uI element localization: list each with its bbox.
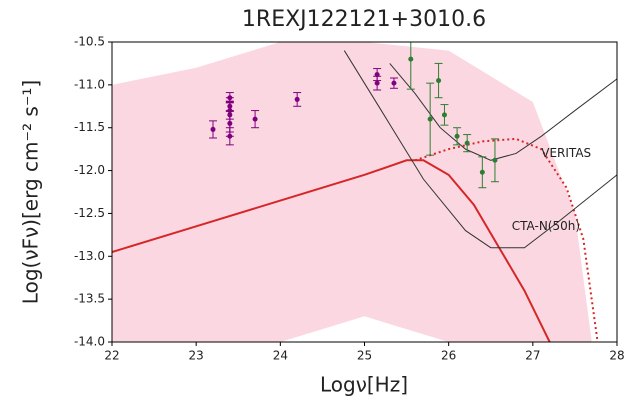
model-band (112, 42, 592, 342)
x-tick-label: 27 (525, 349, 540, 363)
data-point (464, 140, 470, 146)
x-tick-label: 22 (104, 349, 119, 363)
data-point (227, 120, 233, 126)
data-point (427, 116, 433, 122)
model-line (343, 50, 617, 249)
x-axis-label: Logν[Hz] (320, 373, 408, 397)
x-tick-label: 28 (609, 349, 624, 363)
data-point (479, 169, 485, 175)
y-tick-label: -12.5 (74, 206, 105, 220)
data-point (492, 157, 498, 163)
y-tick-label: -12.0 (74, 163, 105, 177)
plot-area: VERITAS CTA-N(50h) (112, 42, 617, 342)
y-tick-label: -11.0 (74, 77, 105, 91)
model-line (414, 137, 599, 342)
model-line (389, 63, 617, 161)
y-tick-label: -13.5 (74, 292, 105, 306)
x-tick-label: 24 (273, 349, 288, 363)
y-tick-label: -11.5 (74, 120, 105, 134)
y-tick-label: -13.0 (74, 249, 105, 263)
data-point (210, 126, 216, 132)
x-tick-label: 23 (189, 349, 204, 363)
chart-title: 1REXJ122121+3010.6 (242, 7, 486, 32)
data-point (408, 56, 414, 62)
data-point (391, 80, 397, 86)
x-tick-label: 26 (441, 349, 456, 363)
data-point (294, 96, 300, 102)
model-line (112, 159, 551, 342)
data-point (374, 80, 380, 86)
x-tick-label: 25 (357, 349, 372, 363)
data-point (454, 133, 460, 139)
curve-label: CTA-N(50h) (512, 219, 580, 233)
y-tick-label: -10.5 (74, 35, 105, 49)
curve-label: VERITAS (541, 146, 591, 160)
data-point (441, 112, 447, 118)
y-tick-label: -14.0 (74, 335, 105, 349)
data-point (227, 133, 233, 139)
data-point (436, 78, 442, 84)
data-point (252, 116, 258, 122)
y-axis-label: Log(νFν)[erg cm⁻² s⁻¹] (19, 80, 43, 304)
